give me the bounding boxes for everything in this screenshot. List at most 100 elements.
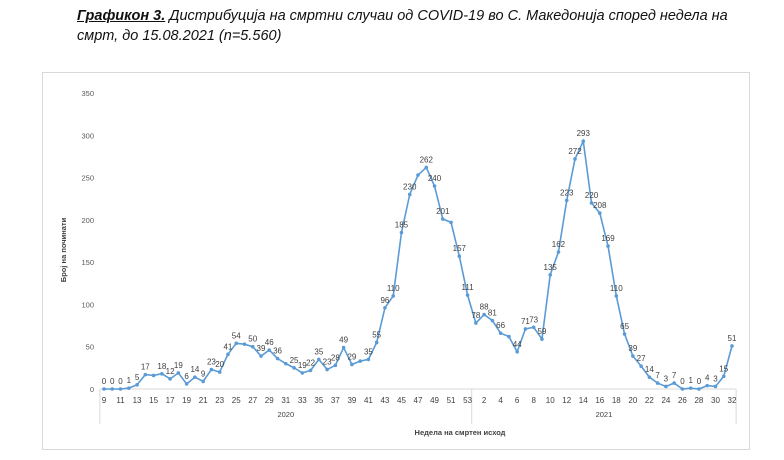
data-point xyxy=(358,359,362,363)
data-label: 35 xyxy=(314,347,323,356)
x-tick-label: 19 xyxy=(182,396,191,405)
data-point xyxy=(573,157,577,161)
x-tick-label: 45 xyxy=(397,396,406,405)
data-point xyxy=(721,374,726,379)
data-point xyxy=(705,383,710,388)
data-label: 169 xyxy=(601,234,615,243)
data-label: 0 xyxy=(102,377,107,386)
data-point xyxy=(242,342,247,346)
data-point xyxy=(697,387,701,391)
x-tick-label: 14 xyxy=(579,396,588,405)
x-tick-label: 30 xyxy=(711,396,720,405)
data-point xyxy=(374,340,379,345)
data-point xyxy=(474,321,478,325)
data-point xyxy=(283,361,288,366)
data-point xyxy=(507,334,511,339)
x-tick-label: 8 xyxy=(531,396,536,405)
data-label: 0 xyxy=(680,377,685,386)
data-label: 81 xyxy=(488,308,497,317)
data-label: 14 xyxy=(645,365,654,374)
x-tick-label: 2 xyxy=(482,396,487,405)
data-point xyxy=(597,211,602,215)
data-point xyxy=(614,294,619,298)
data-point xyxy=(399,230,404,235)
y-tick-label: 100 xyxy=(81,300,94,309)
data-label: 20 xyxy=(215,360,224,369)
data-point xyxy=(160,371,164,376)
data-label: 41 xyxy=(223,342,232,351)
data-label: 46 xyxy=(265,338,274,347)
data-label: 59 xyxy=(537,327,546,336)
data-point xyxy=(465,293,470,297)
data-point xyxy=(102,387,106,391)
data-label: 230 xyxy=(403,182,417,191)
x-tick-label: 22 xyxy=(645,396,654,405)
data-label: 51 xyxy=(728,334,737,343)
data-point xyxy=(440,217,445,221)
data-point xyxy=(366,357,371,362)
data-label: 1 xyxy=(688,376,693,385)
data-label: 88 xyxy=(480,303,489,312)
data-label: 39 xyxy=(628,344,637,353)
data-point xyxy=(531,325,536,330)
data-point xyxy=(639,364,643,368)
y-tick-label: 0 xyxy=(90,385,94,394)
data-label: 28 xyxy=(331,353,340,362)
data-label: 15 xyxy=(719,364,728,373)
x-tick-label: 10 xyxy=(546,396,555,405)
data-label: 23 xyxy=(323,358,332,367)
x-tick-label: 20 xyxy=(628,396,637,405)
data-label: 71 xyxy=(521,317,530,326)
data-label: 208 xyxy=(593,201,607,210)
data-point xyxy=(151,373,156,378)
x-tick-label: 11 xyxy=(116,396,125,405)
data-label: 293 xyxy=(577,129,591,138)
data-label: 96 xyxy=(380,296,389,305)
x-tick-label: 23 xyxy=(215,396,224,405)
x-tick-label: 53 xyxy=(463,396,472,405)
x-tick-label: 21 xyxy=(199,396,208,405)
data-label: 19 xyxy=(174,361,183,370)
data-line xyxy=(104,138,733,390)
data-label: 111 xyxy=(461,283,474,292)
x-tick-label: 29 xyxy=(265,396,274,405)
data-point xyxy=(407,192,412,197)
x-tick-label: 41 xyxy=(364,396,373,405)
data-point xyxy=(292,366,296,370)
x-tick-label: 24 xyxy=(661,396,670,405)
data-point xyxy=(680,387,685,391)
data-point xyxy=(275,356,280,361)
figure-caption: Графикон 3. Дистрибуција на смртни случа… xyxy=(77,6,737,46)
data-label: 3 xyxy=(664,374,669,383)
data-label: 29 xyxy=(347,352,356,361)
x-tick-label: 16 xyxy=(595,396,604,405)
data-point xyxy=(622,332,627,336)
data-point xyxy=(548,273,553,277)
data-label: 157 xyxy=(453,244,467,253)
data-label: 36 xyxy=(273,347,282,356)
x-tick-label: 32 xyxy=(728,396,737,405)
data-label: 162 xyxy=(552,240,566,249)
data-label: 220 xyxy=(585,191,599,200)
x-tick-label: 25 xyxy=(232,396,241,405)
x-tick-label: 12 xyxy=(562,396,571,405)
data-point xyxy=(193,375,197,379)
data-label: 25 xyxy=(290,356,299,365)
data-point xyxy=(226,352,230,357)
data-label: 78 xyxy=(471,311,480,320)
data-label: 135 xyxy=(544,263,558,272)
data-point xyxy=(135,382,139,387)
data-point xyxy=(209,367,214,372)
data-point xyxy=(217,370,222,374)
data-point xyxy=(391,294,396,298)
data-label: 50 xyxy=(248,335,257,344)
y-axis-title: Број на починати xyxy=(59,217,68,282)
x-tick-label: 31 xyxy=(281,396,290,405)
data-point xyxy=(267,348,272,352)
data-point xyxy=(490,318,495,323)
data-point xyxy=(317,357,321,362)
data-point xyxy=(730,344,734,348)
data-label: 262 xyxy=(420,155,434,164)
data-point xyxy=(581,139,586,144)
figure-caption-text: Дистрибуција на смртни случаи од COVID-1… xyxy=(77,8,728,44)
